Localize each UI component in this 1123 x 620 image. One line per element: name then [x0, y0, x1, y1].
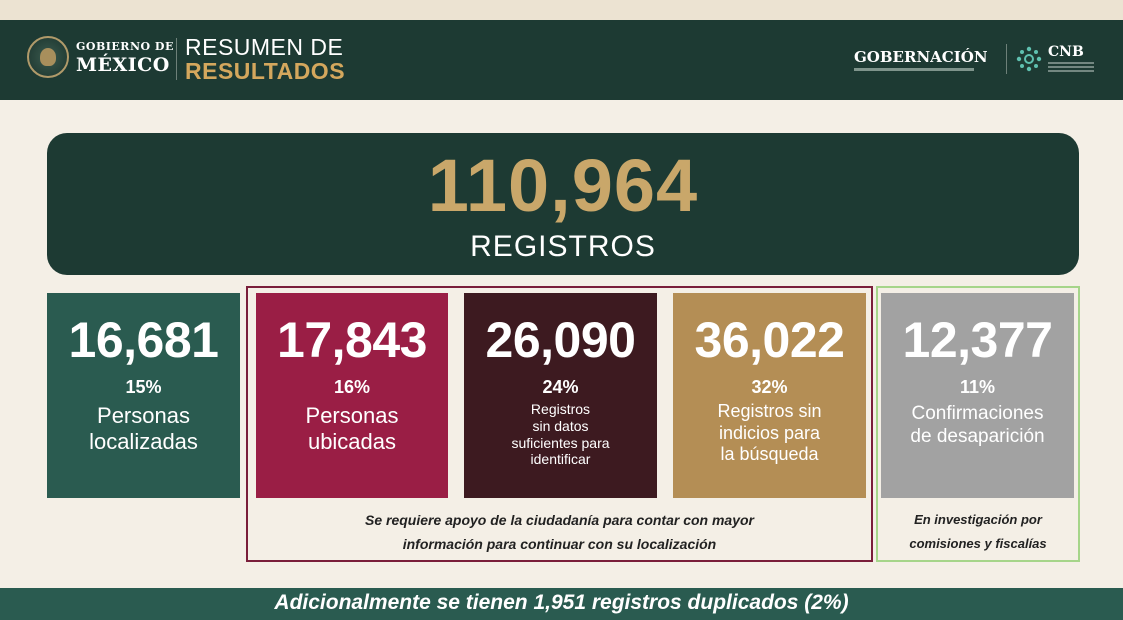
- card-number: 12,377: [902, 312, 1053, 368]
- card-percent: 11%: [959, 377, 996, 397]
- note-line: En investigación por: [914, 512, 1042, 527]
- note-line: Se requiere apoyo de la ciudadanía para …: [364, 512, 755, 528]
- mexico-text: MÉXICO: [76, 54, 170, 76]
- footer-bar: Adicionalmente se tienen 1,951 registros…: [0, 588, 1123, 620]
- card-label: Registros sin datos suficientes para ide…: [464, 401, 657, 468]
- header-bar: GOBIERNO DE MÉXICO RESUMEN DE RESULTADOS…: [0, 20, 1123, 100]
- card-percent: 32%: [751, 377, 788, 397]
- title-line-1: RESUMEN DE: [185, 34, 344, 60]
- cnb-logo-text: CNB: [1048, 44, 1084, 60]
- card-label: Personas localizadas: [47, 403, 240, 456]
- header-divider-2: [1006, 44, 1007, 74]
- card-label: Personas ubicadas: [256, 403, 448, 456]
- total-label: REGISTROS: [470, 230, 656, 263]
- card-label-line: indicios para: [718, 422, 821, 443]
- card-label-line: la búsqueda: [720, 444, 819, 465]
- title-line-2: RESULTADOS: [185, 58, 346, 84]
- total-registros-panel: 110,964 REGISTROS: [47, 133, 1079, 275]
- top-strip: [0, 0, 1123, 20]
- card-label-line: Personas: [305, 403, 399, 428]
- card-number: 36,022: [694, 312, 845, 368]
- card-label-line: Registros sin: [717, 401, 822, 421]
- card-number: 17,843: [277, 312, 427, 368]
- investigacion-note: En investigación por comisiones y fiscal…: [876, 508, 1080, 556]
- gobierno-de-text: GOBIERNO DE: [76, 40, 174, 53]
- national-seal-icon: [27, 36, 69, 78]
- card-personas-localizadas: 16,681 15% Personas localizadas: [47, 293, 240, 498]
- card-label-line: localizadas: [89, 429, 198, 455]
- gobernacion-logo-text: GOBERNACIÓN: [854, 48, 988, 66]
- cnb-logo-icon: [1016, 46, 1042, 72]
- investigacion-group-frame: [876, 286, 1080, 562]
- card-percent: 16%: [333, 377, 371, 397]
- header-divider: [176, 38, 177, 80]
- card-label-line: Confirmaciones: [911, 403, 1044, 424]
- card-personas-ubicadas: 17,843 16% Personas ubicadas: [256, 293, 448, 498]
- card-label-line: Registros: [530, 401, 591, 417]
- card-label: Confirmaciones de desaparición: [881, 403, 1074, 449]
- card-label-line: de desaparición: [910, 425, 1045, 447]
- footer-text: Adicionalmente se tienen 1,951 registros…: [274, 591, 849, 614]
- card-number: 16,681: [68, 312, 219, 368]
- note-line: comisiones y fiscalías: [909, 536, 1047, 551]
- cnb-subtext-mark: [1048, 62, 1094, 74]
- card-percent: 24%: [542, 377, 579, 397]
- ciudadania-note: Se requiere apoyo de la ciudadanía para …: [246, 508, 873, 556]
- card-registros-sin-datos: 26,090 24% Registros sin datos suficient…: [464, 293, 657, 498]
- card-registros-sin-indicios: 36,022 32% Registros sin indicios para l…: [673, 293, 866, 498]
- card-number: 26,090: [485, 312, 636, 368]
- card-label-line: identificar: [530, 451, 591, 468]
- card-label-line: suficientes para: [511, 434, 610, 451]
- total-number: 110,964: [427, 144, 699, 227]
- card-label-line: sin datos: [532, 417, 589, 434]
- note-line: información para continuar con su locali…: [402, 536, 717, 552]
- card-label: Registros sin indicios para la búsqueda: [673, 401, 866, 466]
- card-confirmaciones-desaparicion: 12,377 11% Confirmaciones de desaparició…: [881, 293, 1074, 498]
- card-label-line: ubicadas: [307, 429, 397, 455]
- ciudadania-group-frame: [246, 286, 873, 562]
- gobernacion-subtext-mark: [854, 68, 974, 71]
- card-label-line: Personas: [97, 403, 190, 428]
- card-percent: 15%: [125, 377, 162, 397]
